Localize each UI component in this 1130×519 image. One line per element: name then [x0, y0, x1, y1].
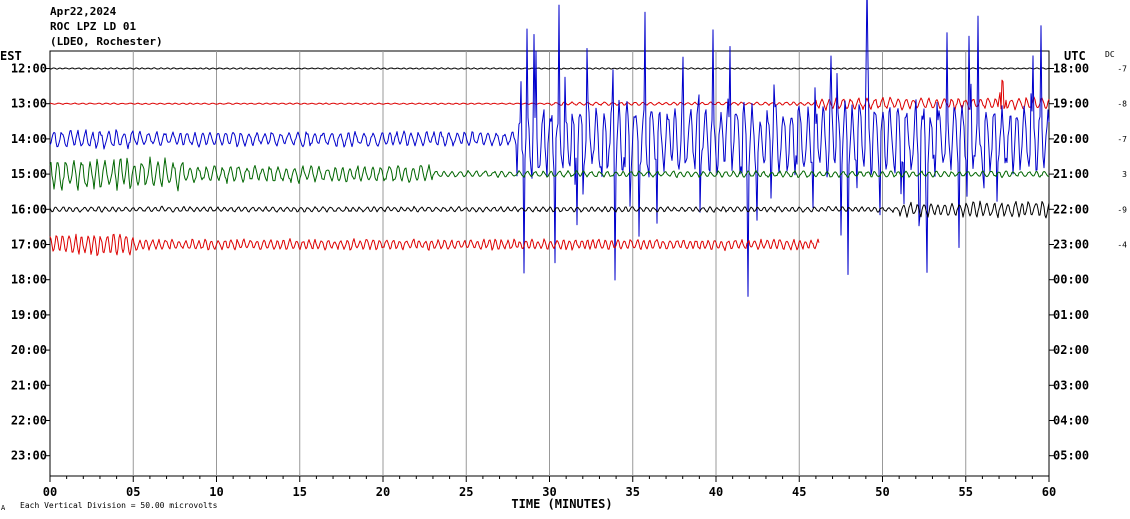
utc-hour-label: 20:00	[1053, 132, 1089, 146]
x-axis-title: TIME (MINUTES)	[511, 497, 612, 511]
footer-mark: A	[1, 504, 6, 512]
station-label: ROC LPZ LD 01	[50, 20, 137, 33]
x-tick-label: 20	[376, 485, 390, 499]
est-hour-label: 17:00	[11, 238, 47, 252]
utc-hour-label: 02:00	[1053, 343, 1089, 357]
dc-value: -8	[1117, 100, 1127, 109]
dc-value: -7	[1117, 65, 1127, 74]
est-hour-label: 20:00	[11, 343, 47, 357]
label-layer: 00 05 10 15 20 25 30 35 40 45 50 55 60 12:00 18:00 13:0…	[0, 49, 1127, 512]
seismic-trace	[49, 0, 1050, 297]
x-tick-label: 40	[709, 485, 723, 499]
x-tick-label: 10	[209, 485, 223, 499]
dc-value: -7	[1117, 135, 1127, 144]
utc-hour-label: 19:00	[1053, 97, 1089, 111]
x-tick-label: 50	[875, 485, 889, 499]
utc-axis-label: UTC	[1064, 49, 1086, 63]
est-hour-label: 21:00	[11, 378, 47, 392]
est-hour-label: 15:00	[11, 167, 47, 181]
utc-hour-label: 00:00	[1053, 273, 1089, 287]
utc-hour-label: 23:00	[1053, 238, 1089, 252]
x-tick-label: 05	[126, 485, 140, 499]
est-hour-label: 22:00	[11, 414, 47, 428]
grid-layer	[45, 50, 1054, 482]
dc-value: 3	[1122, 170, 1127, 179]
est-hour-label: 19:00	[11, 308, 47, 322]
est-hour-label: 23:00	[11, 449, 47, 463]
seismic-trace	[49, 200, 1050, 219]
x-tick-label: 35	[626, 485, 640, 499]
seismic-trace	[50, 79, 1050, 111]
x-tick-label: 15	[293, 485, 307, 499]
est-axis-label: EST	[0, 49, 22, 63]
network-label: (LDEO, Rochester)	[50, 35, 163, 48]
utc-hour-label: 04:00	[1053, 414, 1089, 428]
date-label: Apr22,2024	[50, 5, 117, 18]
seismic-trace	[49, 67, 1050, 70]
est-hour-label: 14:00	[11, 132, 47, 146]
x-tick-label: 00	[43, 485, 57, 499]
utc-hour-label: 18:00	[1053, 62, 1089, 76]
est-hour-label: 12:00	[11, 62, 47, 76]
est-hour-label: 16:00	[11, 202, 47, 216]
est-hour-label: 18:00	[11, 273, 47, 287]
utc-hour-label: 03:00	[1053, 378, 1089, 392]
seismic-trace	[49, 233, 820, 257]
utc-hour-label: 21:00	[1053, 167, 1089, 181]
dc-axis-label: DC	[1105, 50, 1115, 59]
dc-value: -4	[1117, 241, 1127, 250]
footer-note: Each Vertical Division = 50.00 microvolt…	[20, 501, 218, 510]
est-hour-label: 13:00	[11, 97, 47, 111]
x-tick-label: 25	[459, 485, 473, 499]
utc-hour-label: 05:00	[1053, 449, 1089, 463]
utc-hour-label: 22:00	[1053, 202, 1089, 216]
x-tick-label: 55	[959, 485, 973, 499]
utc-hour-label: 01:00	[1053, 308, 1089, 322]
x-tick-label: 60	[1042, 485, 1056, 499]
dc-value: -9	[1117, 205, 1127, 214]
trace-layer	[49, 0, 1050, 297]
x-tick-label: 30	[542, 485, 556, 499]
x-tick-label: 45	[792, 485, 806, 499]
seismic-trace	[49, 156, 1049, 192]
